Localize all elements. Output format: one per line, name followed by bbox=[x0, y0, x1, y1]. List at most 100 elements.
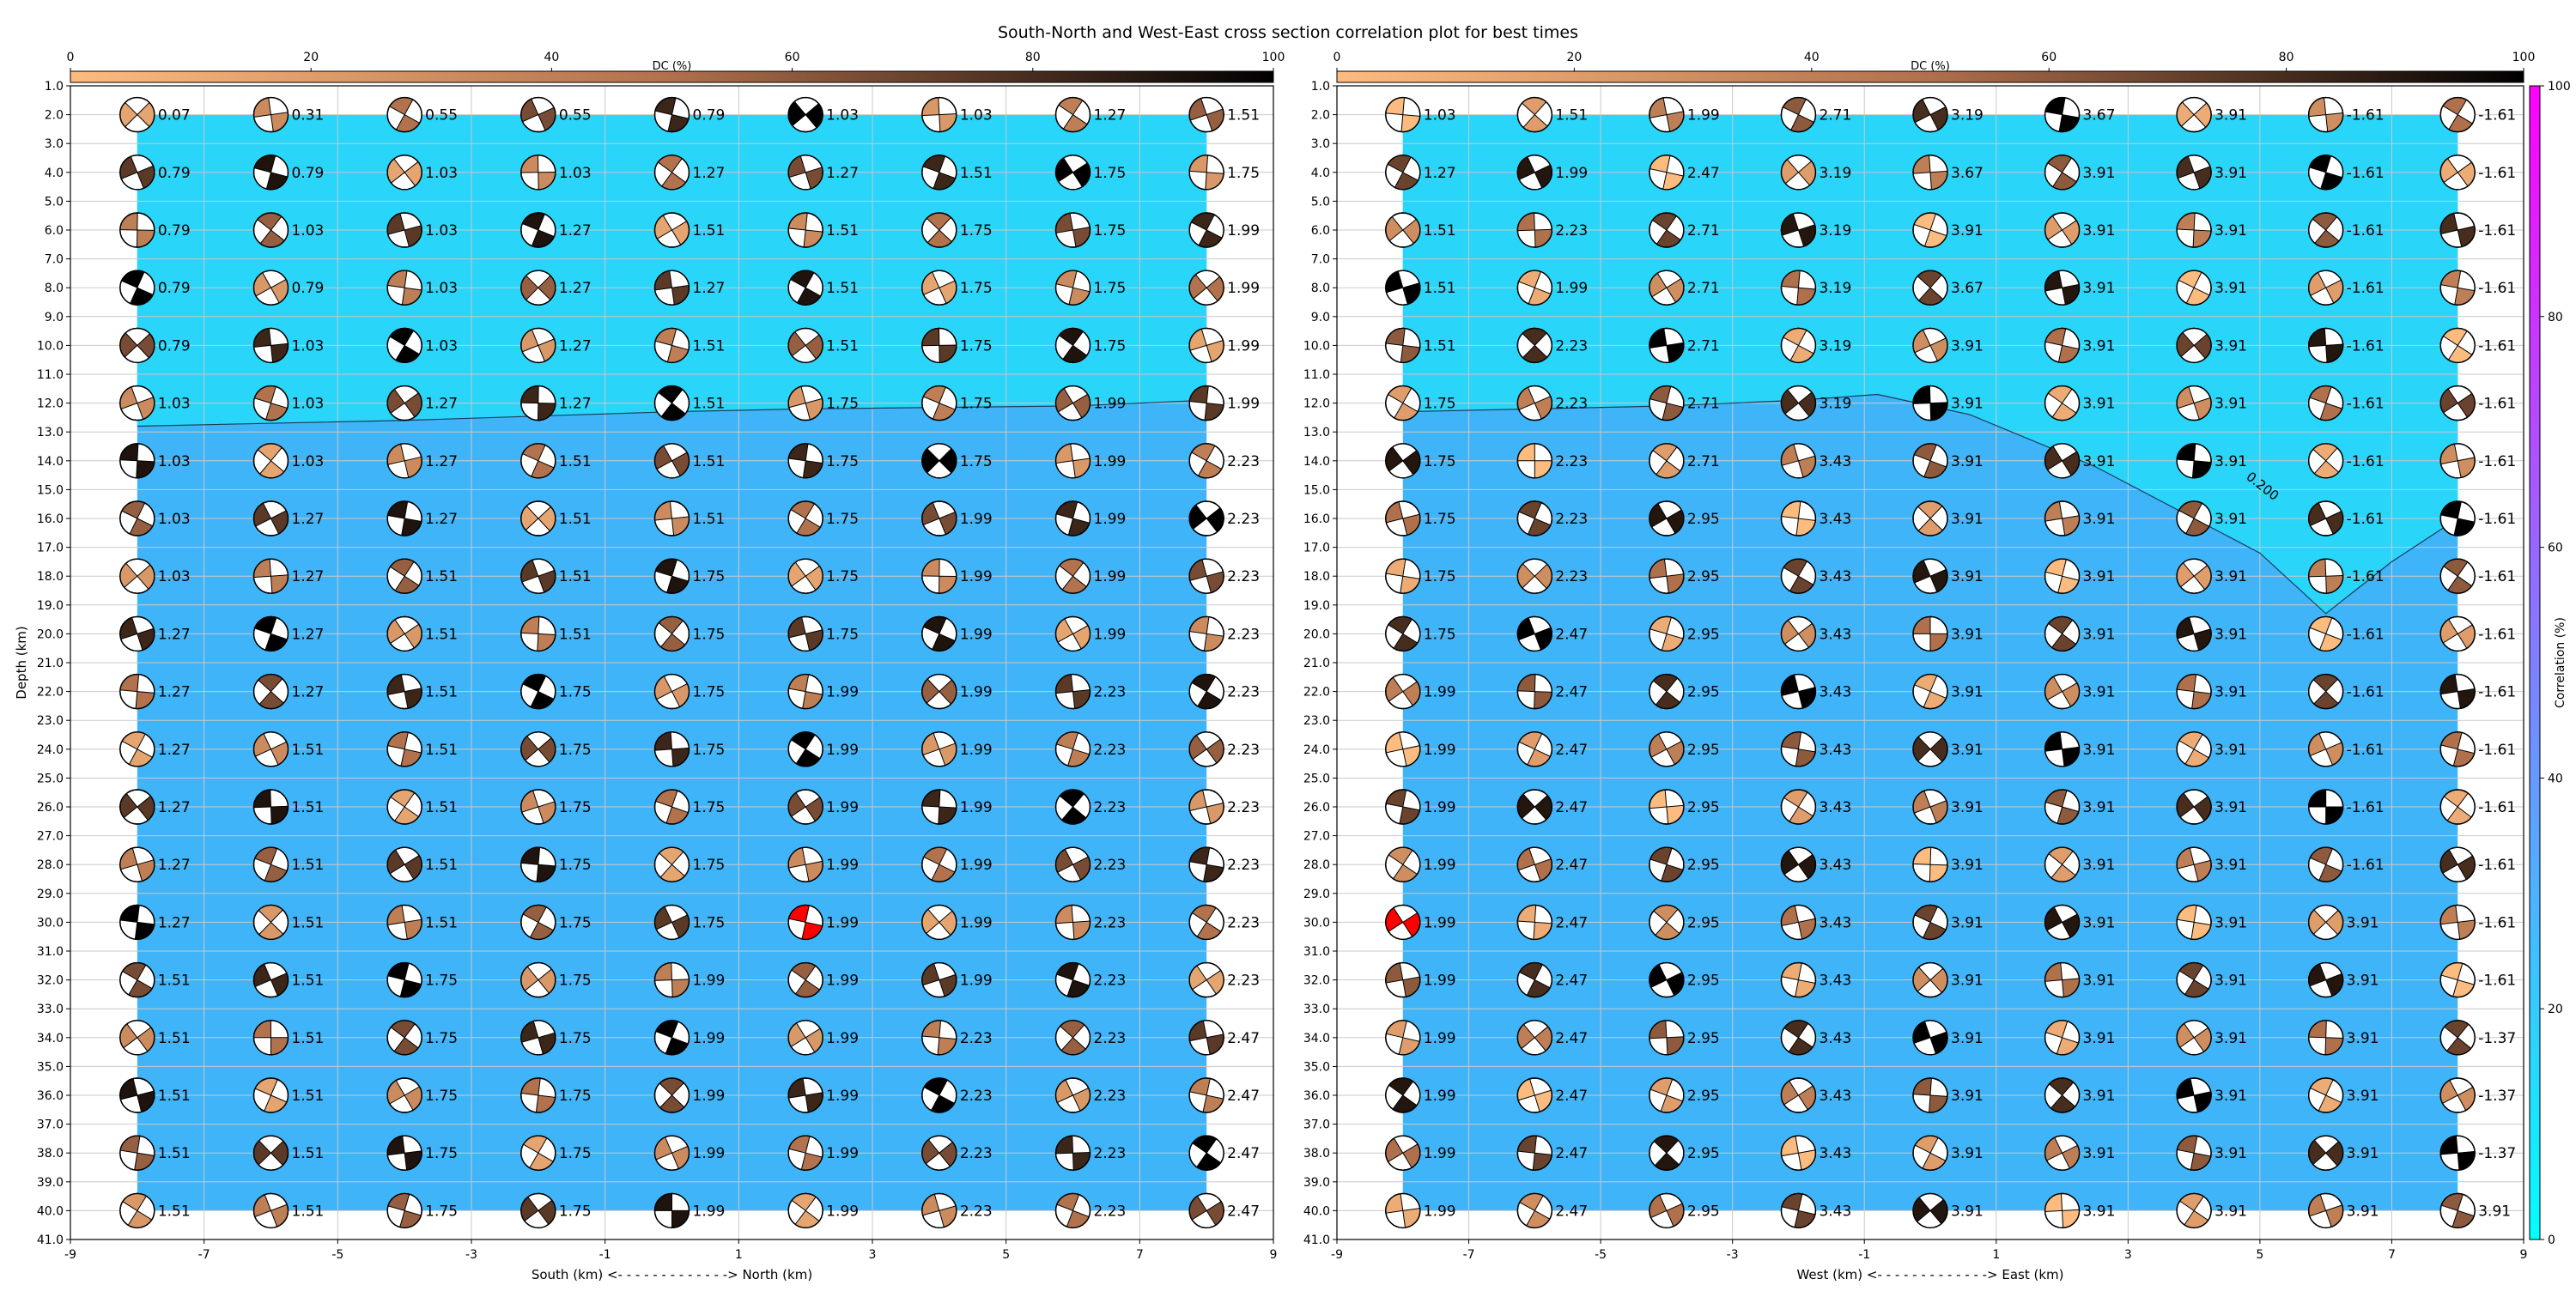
beachball bbox=[2439, 385, 2476, 421]
time-label: 1.27 bbox=[826, 165, 859, 182]
time-label: 1.51 bbox=[1424, 280, 1456, 297]
time-label: 1.51 bbox=[158, 1088, 191, 1105]
time-label: 3.91 bbox=[2083, 280, 2116, 297]
beachball bbox=[1780, 1077, 1817, 1113]
beachball bbox=[252, 327, 289, 364]
beachball bbox=[787, 846, 823, 882]
y-tick-label: 25.0 bbox=[37, 772, 64, 785]
beachball bbox=[252, 673, 289, 710]
beachball bbox=[1054, 385, 1091, 421]
time-label: 1.51 bbox=[158, 973, 191, 990]
time-label: 3.91 bbox=[1951, 511, 1984, 528]
time-label: 3.91 bbox=[2215, 165, 2247, 182]
x-tick-label: -5 bbox=[331, 1248, 343, 1262]
time-label: -1.61 bbox=[2478, 453, 2516, 470]
x-tick-label: -9 bbox=[64, 1248, 76, 1262]
time-label: 3.91 bbox=[2215, 626, 2247, 643]
beachball bbox=[1516, 443, 1553, 479]
time-label: 3.91 bbox=[1951, 684, 1984, 701]
y-tick-label: 39.0 bbox=[1303, 1176, 1330, 1190]
y-tick-label: 34.0 bbox=[1303, 1032, 1330, 1046]
time-label: 1.27 bbox=[559, 222, 592, 239]
time-label: 1.99 bbox=[693, 1030, 726, 1047]
beachball bbox=[2307, 327, 2344, 364]
beachball bbox=[1054, 212, 1091, 248]
beachball bbox=[1649, 673, 1685, 710]
dc-colorbar-tick: 0 bbox=[67, 51, 75, 64]
time-label: 1.51 bbox=[826, 280, 859, 297]
y-tick-label: 3.0 bbox=[45, 137, 64, 151]
beachball bbox=[1516, 385, 1553, 421]
beachball bbox=[921, 1020, 957, 1056]
time-label: 1.99 bbox=[826, 1030, 859, 1047]
time-label: 3.43 bbox=[1819, 568, 1851, 585]
x-axis-label: West (km) <- - - - - - - - - - - - -> Ea… bbox=[1796, 1267, 2063, 1282]
beachball bbox=[1054, 731, 1091, 767]
y-tick-label: 4.0 bbox=[1311, 167, 1330, 180]
beachball bbox=[1188, 1020, 1224, 1056]
time-label: 1.99 bbox=[826, 1145, 859, 1162]
time-label: 1.03 bbox=[158, 568, 191, 585]
beachball bbox=[386, 443, 422, 479]
time-label: 0.79 bbox=[158, 165, 191, 182]
y-tick-label: 40.0 bbox=[37, 1204, 64, 1218]
beachball bbox=[1912, 846, 1948, 882]
time-label: 3.91 bbox=[2083, 1145, 2116, 1162]
y-tick-label: 14.0 bbox=[1303, 455, 1330, 469]
beachball bbox=[1912, 1077, 1948, 1113]
time-label: 2.95 bbox=[1687, 1145, 1720, 1162]
time-label: 1.27 bbox=[158, 799, 191, 816]
beachball bbox=[921, 558, 957, 594]
time-label: 1.51 bbox=[1227, 107, 1260, 124]
x-tick-label: -1 bbox=[599, 1248, 611, 1262]
time-label: 1.99 bbox=[960, 973, 993, 990]
time-label: 3.91 bbox=[2083, 511, 2116, 528]
time-label: 1.99 bbox=[1094, 568, 1127, 585]
beachball bbox=[1780, 789, 1817, 825]
time-label: 3.91 bbox=[1951, 396, 1984, 413]
time-label: 1.99 bbox=[1094, 511, 1127, 528]
beachball bbox=[386, 212, 422, 248]
beachball bbox=[1516, 1020, 1553, 1056]
y-tick-label: 7.0 bbox=[1311, 253, 1330, 267]
time-label: 1.99 bbox=[960, 511, 993, 528]
time-label: 1.99 bbox=[1227, 396, 1260, 413]
beachball bbox=[252, 1077, 289, 1113]
time-label: 1.03 bbox=[158, 453, 191, 470]
time-label: 2.47 bbox=[1555, 1203, 1588, 1220]
time-label: 1.03 bbox=[292, 337, 325, 355]
beachball bbox=[1649, 385, 1685, 421]
time-label: 2.95 bbox=[1687, 1203, 1720, 1220]
correlation-colorbar: 0 20 40 60 80 100 Correlation (%) bbox=[2529, 80, 2571, 1247]
time-label: 1.75 bbox=[1094, 165, 1127, 182]
time-label: 2.23 bbox=[1094, 914, 1127, 931]
beachball bbox=[1054, 615, 1091, 652]
time-label: 1.51 bbox=[693, 396, 726, 413]
beachball bbox=[921, 789, 957, 825]
time-label: 3.43 bbox=[1819, 626, 1851, 643]
time-label: 2.23 bbox=[1227, 799, 1260, 816]
beachball bbox=[1780, 155, 1817, 191]
time-label: 1.51 bbox=[559, 568, 592, 585]
dc-colorbar-tick: 40 bbox=[1804, 51, 1820, 64]
beachball bbox=[252, 155, 289, 191]
y-tick-label: 10.0 bbox=[37, 339, 64, 353]
y-tick-label: 13.0 bbox=[1303, 426, 1330, 439]
time-label: 3.43 bbox=[1819, 742, 1851, 759]
beachball bbox=[2439, 96, 2476, 133]
time-label: 2.23 bbox=[1094, 799, 1127, 816]
x-tick-label: 5 bbox=[2256, 1248, 2263, 1262]
x-tick-label: 9 bbox=[2520, 1248, 2528, 1262]
beachball bbox=[1516, 615, 1553, 652]
time-label: 2.23 bbox=[1094, 973, 1127, 990]
y-tick-label: 30.0 bbox=[37, 916, 64, 930]
time-label: 1.03 bbox=[425, 337, 458, 355]
correlation-colorbar-tick: 40 bbox=[2548, 772, 2563, 785]
beachball bbox=[520, 904, 556, 941]
beachball bbox=[2439, 615, 2476, 652]
beachball bbox=[119, 904, 155, 941]
y-tick-label: 41.0 bbox=[37, 1233, 64, 1247]
beachball bbox=[2176, 212, 2212, 248]
beachball bbox=[1054, 270, 1091, 306]
